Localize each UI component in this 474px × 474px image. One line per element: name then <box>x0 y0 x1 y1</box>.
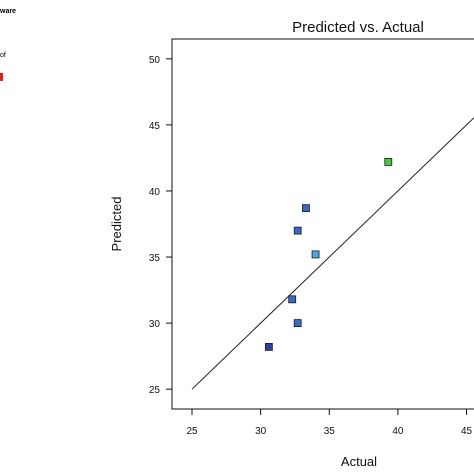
plot-area-frame <box>171 38 474 410</box>
y-tick-label: 50 <box>149 55 161 66</box>
data-point <box>293 319 302 328</box>
data-point <box>384 157 393 166</box>
y-tick-label: 40 <box>149 187 161 198</box>
y-tick-label: 30 <box>149 319 161 330</box>
data-point <box>311 250 320 259</box>
x-tick-label: 40 <box>392 426 404 437</box>
data-point <box>302 204 310 213</box>
x-tick-label: 35 <box>324 426 336 437</box>
side-panel-text-fragment: of <box>0 52 6 59</box>
side-panel-header-fragment: ware <box>0 8 16 15</box>
y-axis-label: Predicted <box>109 197 124 252</box>
x-tick-label: 45 <box>461 426 473 437</box>
y-tick-label: 45 <box>149 121 161 132</box>
data-point <box>293 226 302 235</box>
x-tick-label: 30 <box>255 426 267 437</box>
x-axis-label: Actual <box>341 454 377 469</box>
y-tick-label: 25 <box>149 385 161 396</box>
chart-title: Predicted vs. Actual <box>292 19 424 36</box>
reference-line <box>191 117 474 390</box>
side-panel-red-marker <box>0 73 3 81</box>
x-axis-ticks: 25 30 35 40 45 <box>186 409 473 437</box>
data-point <box>264 342 273 351</box>
y-tick-label: 35 <box>149 253 161 264</box>
y-axis-ticks: 25 30 35 40 45 50 <box>149 55 172 396</box>
x-tick-label: 25 <box>186 426 198 437</box>
data-points <box>264 157 393 351</box>
data-point <box>288 295 297 304</box>
